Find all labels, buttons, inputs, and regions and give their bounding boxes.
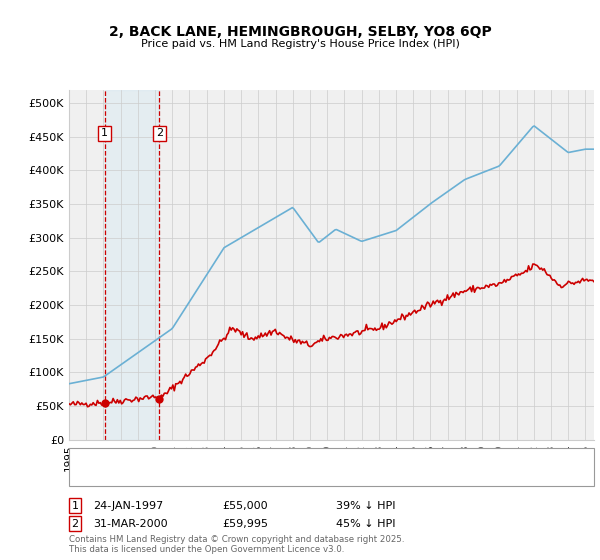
Text: 45% ↓ HPI: 45% ↓ HPI <box>336 519 395 529</box>
Text: 1: 1 <box>101 128 108 138</box>
Text: 2: 2 <box>71 519 79 529</box>
Text: Price paid vs. HM Land Registry's House Price Index (HPI): Price paid vs. HM Land Registry's House … <box>140 39 460 49</box>
Text: Contains HM Land Registry data © Crown copyright and database right 2025.
This d: Contains HM Land Registry data © Crown c… <box>69 535 404 554</box>
Text: 31-MAR-2000: 31-MAR-2000 <box>93 519 167 529</box>
Bar <box>104 90 160 440</box>
Text: 2, BACK LANE, HEMINGBROUGH, SELBY, YO8 6QP: 2, BACK LANE, HEMINGBROUGH, SELBY, YO8 6… <box>109 25 491 39</box>
Text: 2, BACK LANE, HEMINGBROUGH, SELBY, YO8 6QP (detached house): 2, BACK LANE, HEMINGBROUGH, SELBY, YO8 6… <box>121 454 472 464</box>
Text: 1: 1 <box>71 501 79 511</box>
Text: £55,000: £55,000 <box>222 501 268 511</box>
Text: 39% ↓ HPI: 39% ↓ HPI <box>336 501 395 511</box>
Text: £59,995: £59,995 <box>222 519 268 529</box>
Text: 2: 2 <box>156 128 163 138</box>
Text: 24-JAN-1997: 24-JAN-1997 <box>93 501 163 511</box>
Text: HPI: Average price, detached house, North Yorkshire: HPI: Average price, detached house, Nort… <box>121 470 394 480</box>
